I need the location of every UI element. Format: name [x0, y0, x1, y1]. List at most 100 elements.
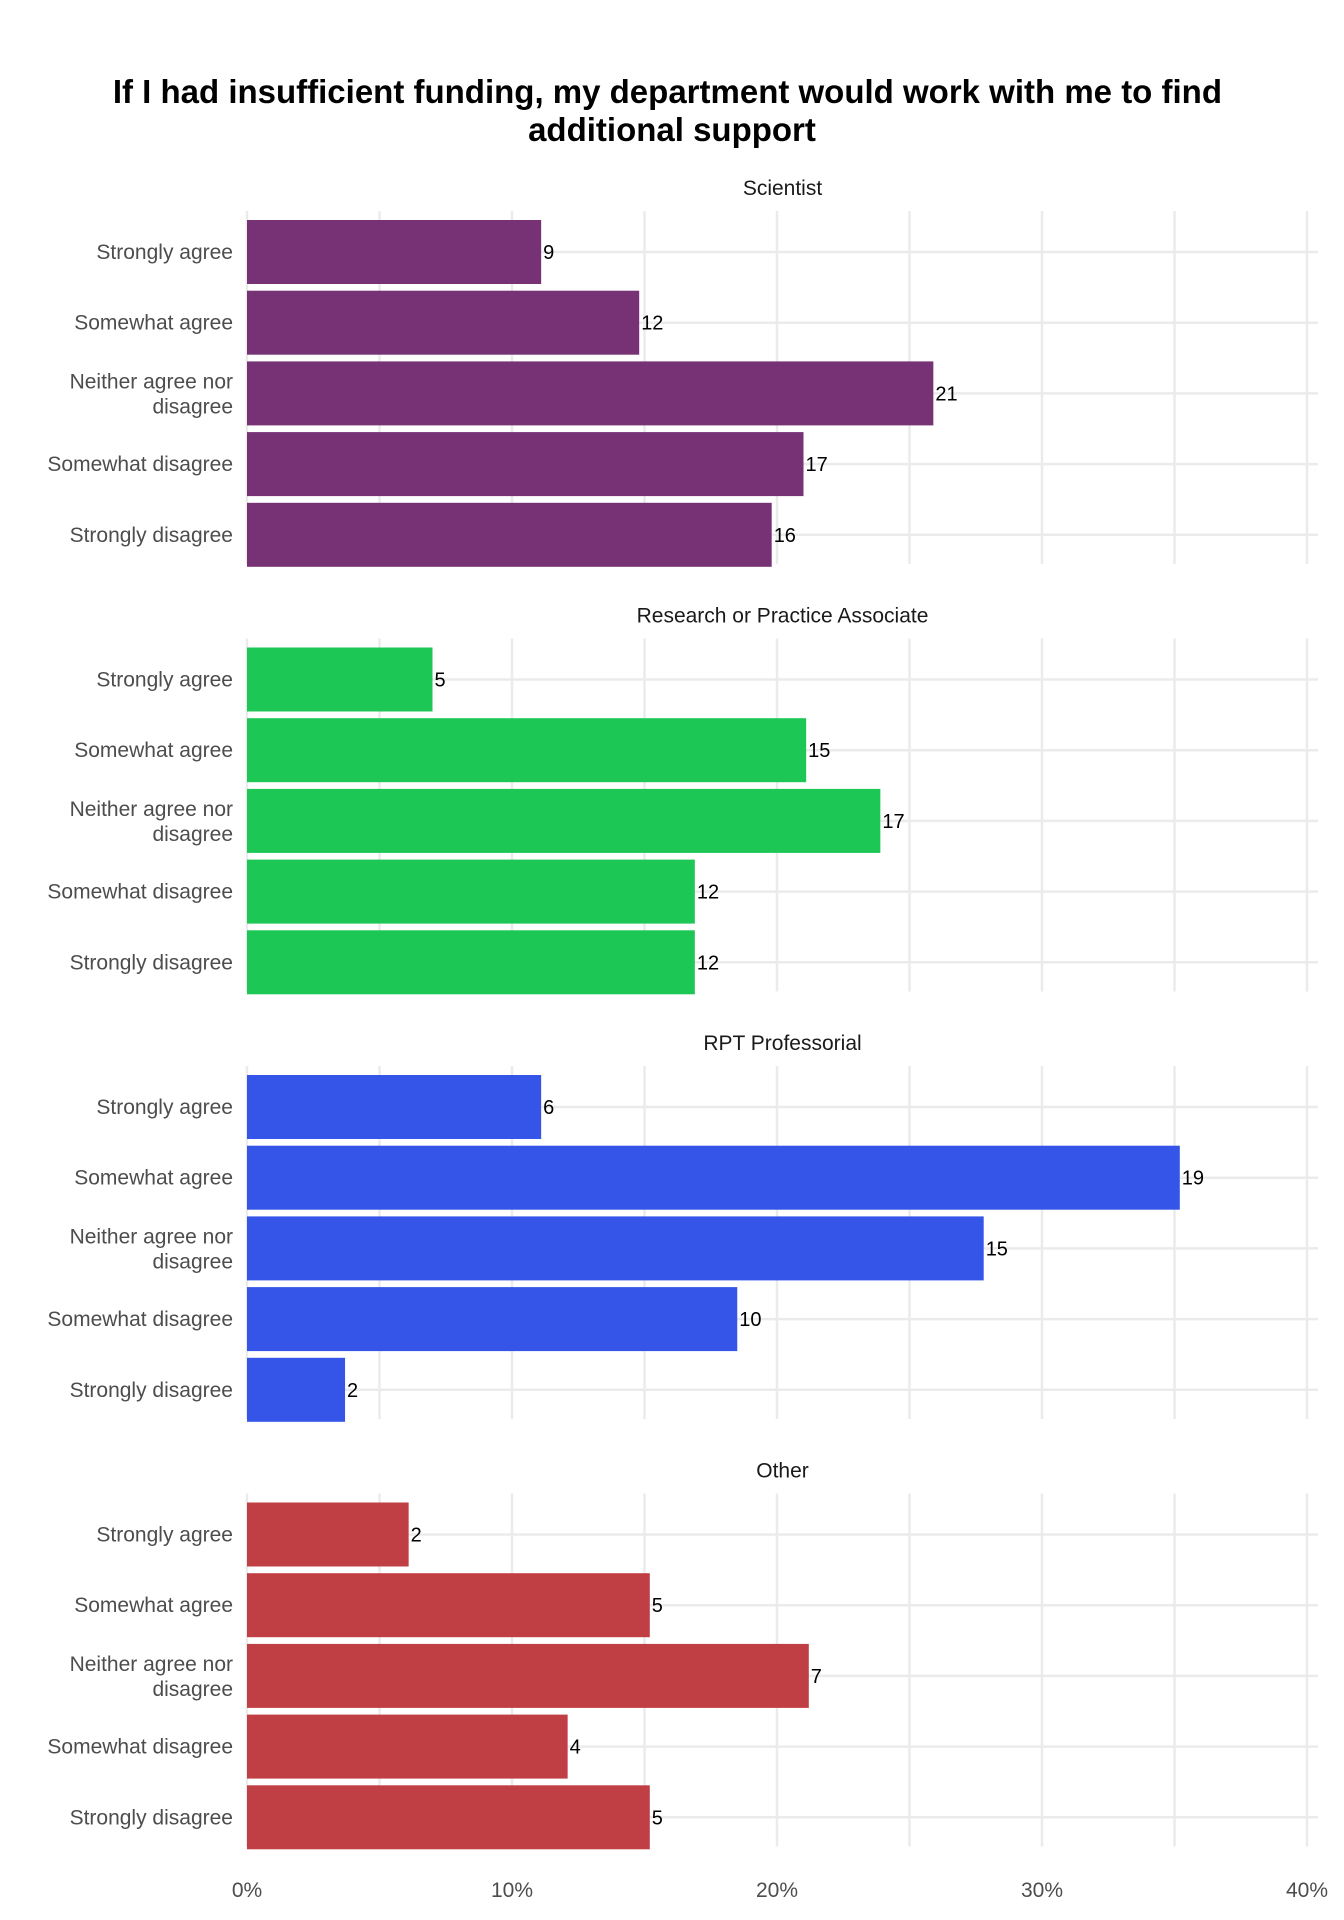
facet-panel: Other Strongly agree 2 Somewhat agree 5 Neith…: [47, 1460, 1318, 1850]
category-label: Strongly disagree: [70, 524, 233, 547]
category-label: Strongly agree: [96, 241, 233, 264]
facet-panel: Research or Practice Associate Strongly a…: [47, 605, 1318, 995]
facet-label: Research or Practice Associate: [637, 605, 929, 628]
bar: [247, 1145, 1180, 1210]
category-label: Neither agree nor disagree: [70, 798, 233, 846]
data-label: 7: [811, 1666, 822, 1688]
data-label: 2: [347, 1380, 358, 1402]
chart-title-line-2: additional support: [528, 111, 816, 148]
category-label-line: Neither agree nor: [70, 1225, 233, 1248]
facet-panels: Scientist Strongly agree 9 Somewhat agree 12…: [47, 177, 1318, 1850]
category-label: Strongly disagree: [70, 1806, 233, 1829]
category-label-line: Strongly agree: [96, 669, 233, 692]
data-label: 12: [641, 313, 663, 335]
data-label: 19: [1182, 1168, 1204, 1190]
facet-label: Scientist: [743, 177, 823, 200]
category-label-line: Somewhat agree: [74, 1167, 233, 1190]
bar: [247, 361, 934, 426]
category-label: Somewhat agree: [74, 1167, 233, 1190]
category-label: Strongly disagree: [70, 1379, 233, 1402]
x-tick-label: 20%: [756, 1879, 798, 1902]
category-label-line: Somewhat disagree: [47, 453, 233, 476]
bar: [247, 1643, 809, 1708]
category-label: Neither agree nor disagree: [70, 1225, 233, 1273]
data-label: 9: [543, 242, 554, 264]
category-label: Somewhat agree: [74, 312, 233, 335]
data-label: 15: [986, 1238, 1008, 1260]
category-label-line: Strongly disagree: [70, 1379, 233, 1402]
category-label: Strongly agree: [96, 1096, 233, 1119]
facet-panel: Scientist Strongly agree 9 Somewhat agree 12…: [47, 177, 1318, 567]
category-label-line: Strongly agree: [96, 1524, 233, 1547]
bar: [247, 1075, 542, 1139]
bar: [247, 1714, 568, 1779]
category-label: Somewhat disagree: [47, 453, 233, 476]
data-label: 12: [697, 952, 719, 974]
data-label: 17: [882, 811, 904, 833]
bar: [247, 1785, 650, 1850]
category-label-line: disagree: [152, 395, 233, 418]
data-label: 5: [652, 1807, 663, 1829]
category-label-line: Neither agree nor: [70, 1653, 233, 1676]
bar: [247, 220, 542, 284]
data-label: 21: [935, 383, 957, 405]
category-label-line: Strongly disagree: [70, 1806, 233, 1829]
category-label: Strongly disagree: [70, 951, 233, 974]
data-label: 4: [570, 1737, 581, 1759]
x-tick-label: 0%: [232, 1879, 262, 1902]
category-label-line: Neither agree nor: [70, 798, 233, 821]
data-label: 5: [652, 1595, 663, 1617]
category-label: Somewhat disagree: [47, 1736, 233, 1759]
category-label-line: Somewhat agree: [74, 739, 233, 762]
bar: [247, 930, 695, 995]
category-label-line: Somewhat disagree: [47, 881, 233, 904]
facet-label: RPT Professorial: [703, 1032, 861, 1055]
category-label-line: Somewhat agree: [74, 1594, 233, 1617]
category-label-line: disagree: [152, 1250, 233, 1273]
data-label: 6: [543, 1097, 554, 1119]
data-label: 12: [697, 882, 719, 904]
category-label: Neither agree nor disagree: [70, 370, 233, 418]
data-label: 10: [739, 1309, 761, 1331]
chart-title-line-1: If I had insufficient funding, my depart…: [113, 73, 1222, 110]
category-label-line: Strongly agree: [96, 241, 233, 264]
category-label-line: Somewhat disagree: [47, 1736, 233, 1759]
chart-title: If I had insufficient funding, my depart…: [113, 73, 1231, 148]
bar: [247, 1216, 984, 1281]
bar: [247, 502, 772, 567]
category-label: Somewhat disagree: [47, 881, 233, 904]
bar: [247, 1357, 346, 1422]
data-label: 16: [774, 525, 796, 547]
category-label-line: Strongly agree: [96, 1096, 233, 1119]
data-label: 2: [411, 1525, 422, 1547]
bar: [247, 432, 804, 497]
bar: [247, 290, 640, 355]
category-label-line: disagree: [152, 1678, 233, 1701]
data-label: 5: [435, 670, 446, 692]
bar: [247, 859, 695, 924]
category-label: Somewhat agree: [74, 1594, 233, 1617]
x-tick-label: 30%: [1021, 1879, 1063, 1902]
category-label: Somewhat disagree: [47, 1308, 233, 1331]
category-label: Somewhat agree: [74, 739, 233, 762]
bar: [247, 1573, 650, 1638]
category-label-line: Neither agree nor: [70, 370, 233, 393]
data-label: 17: [806, 454, 828, 476]
category-label: Strongly agree: [96, 669, 233, 692]
category-label: Neither agree nor disagree: [70, 1653, 233, 1701]
bar: [247, 1287, 738, 1352]
bar: [247, 1502, 409, 1567]
bar: [247, 718, 807, 783]
x-tick-label: 40%: [1286, 1879, 1328, 1902]
category-label-line: disagree: [152, 823, 233, 846]
category-label-line: Somewhat disagree: [47, 1308, 233, 1331]
bar: [247, 788, 881, 853]
x-tick-label: 10%: [491, 1879, 533, 1902]
x-axis: 0% 10% 20% 30% 40%: [232, 1879, 1328, 1902]
category-label-line: Strongly disagree: [70, 524, 233, 547]
facet-panel: RPT Professorial Strongly agree 6 Somewhat …: [47, 1032, 1318, 1422]
data-label: 15: [808, 740, 830, 762]
category-label-line: Strongly disagree: [70, 951, 233, 974]
category-label-line: Somewhat agree: [74, 312, 233, 335]
